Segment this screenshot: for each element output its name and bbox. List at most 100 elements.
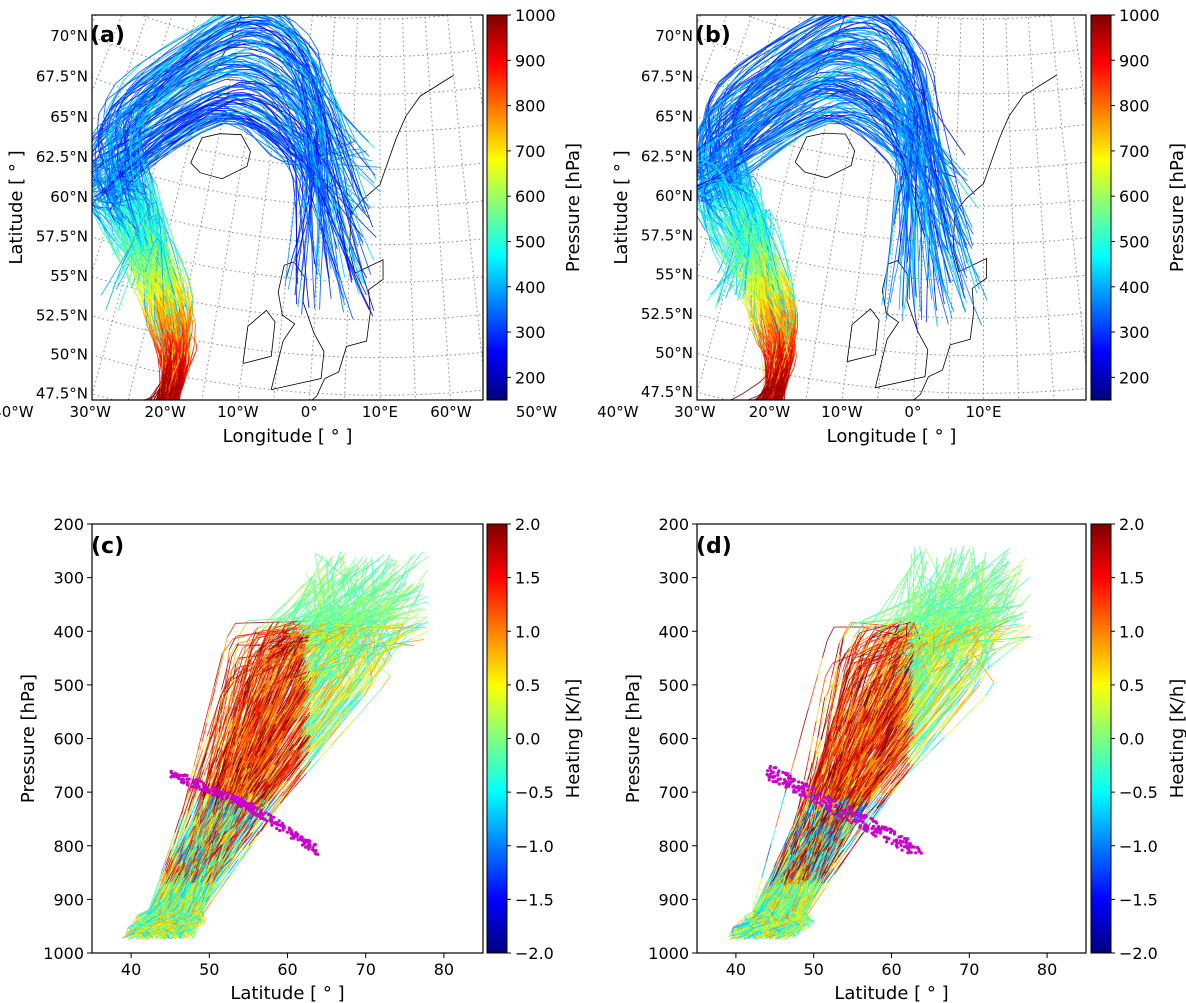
trajectory-segment — [106, 125, 126, 142]
trajectory-segment — [149, 466, 154, 511]
trajectory-segment — [169, 435, 173, 445]
trajectory-segment — [147, 424, 162, 457]
trajectory-segment — [159, 463, 160, 481]
trajectory-segment — [149, 426, 165, 458]
trajectory-segment — [152, 462, 165, 512]
trajectory-segment — [176, 364, 180, 375]
trajectory-segment — [166, 425, 167, 433]
trajectory-segment — [359, 207, 371, 220]
trajectory-segment — [224, 31, 240, 35]
trajectory-segment — [268, 36, 280, 48]
trajectory-segment — [185, 317, 190, 336]
trajectory-segment — [317, 204, 325, 252]
trajectory-segment — [92, 178, 105, 188]
trajectory-segment — [162, 465, 166, 506]
trajectory-segment — [123, 450, 147, 484]
trajectory-segment — [123, 199, 135, 224]
trajectory-segment — [166, 444, 169, 472]
trajectory-segment — [115, 276, 124, 290]
trajectory-segment — [222, 55, 241, 58]
trajectory-segment — [84, 464, 111, 489]
trajectory-segment — [370, 183, 382, 193]
trajectory-segment — [114, 417, 130, 425]
trajectory-segment — [150, 380, 163, 397]
trajectory-segment — [109, 183, 117, 203]
trajectory-segment — [358, 241, 372, 275]
trajectory-segment — [331, 107, 345, 141]
trajectory-segment — [97, 468, 123, 508]
trajectory-segment — [296, 239, 303, 258]
trajectory-segment — [118, 423, 127, 427]
trajectory-segment — [124, 140, 131, 156]
trajectory-segment — [231, 115, 249, 118]
trajectory-segment — [144, 440, 157, 459]
trajectory-segment — [168, 424, 169, 451]
trajectory-segment — [127, 436, 143, 451]
trajectory-segment — [192, 102, 216, 113]
trajectory-segment — [130, 452, 141, 466]
trajectory-segment — [128, 464, 134, 479]
trajectory-segment — [127, 485, 134, 497]
trajectory-segment — [112, 442, 125, 461]
trajectory-segment — [144, 194, 152, 220]
trajectory-segment — [353, 225, 364, 238]
trajectory-segment — [101, 180, 117, 195]
trajectory-segment — [147, 250, 164, 282]
trajectory-segment — [226, 15, 236, 20]
trajectory-segment — [301, 215, 310, 241]
trajectory-segment — [143, 210, 148, 233]
trajectory-segment — [169, 451, 170, 475]
trajectory-segment — [331, 151, 336, 155]
trajectory-segment — [175, 129, 206, 147]
trajectory-segment — [226, 74, 242, 77]
trajectory-segment — [148, 465, 153, 506]
trajectory-segment — [159, 59, 192, 77]
trajectory-segment — [115, 212, 122, 234]
trajectory-segment — [271, 2, 281, 8]
trajectory-segment — [152, 420, 159, 441]
trajectory-segment — [108, 224, 119, 242]
trajectory-segment — [226, 32, 245, 43]
trajectory-segment — [140, 434, 147, 449]
trajectory-segment — [321, 185, 331, 224]
trajectory-segment — [104, 455, 136, 499]
trajectory-segment — [227, 103, 244, 105]
trajectory-segment — [64, 544, 82, 569]
trajectory-segment — [99, 477, 131, 518]
trajectory-segment — [90, 487, 110, 521]
trajectory-segment — [177, 260, 185, 286]
trajectory-segment — [180, 57, 205, 78]
trajectory-segment — [293, 115, 308, 128]
trajectory-segment — [292, 50, 302, 73]
trajectory-segment — [123, 421, 138, 428]
trajectory-segment — [106, 130, 110, 154]
trajectory-segment — [244, 121, 265, 134]
trajectory-segment — [319, 207, 326, 250]
trajectory-segment — [292, 106, 306, 138]
trajectory-segment — [119, 72, 140, 91]
trajectory-segment — [166, 436, 169, 457]
trajectory-segment — [143, 61, 172, 81]
trajectory-segment — [116, 429, 141, 460]
trajectory-segment — [206, 66, 229, 76]
trajectory-segment — [99, 123, 118, 140]
trajectory-segment — [261, 26, 278, 37]
trajectory-segment — [258, 35, 275, 43]
trajectory-segment — [174, 445, 177, 452]
trajectory-segment — [92, 190, 98, 193]
trajectory-segment — [303, 64, 316, 78]
trajectory-segment — [163, 418, 167, 446]
trajectory-segment — [109, 424, 127, 428]
trajectory-segment — [147, 479, 152, 509]
trajectory-segment — [324, 159, 334, 207]
trajectory-segment — [244, 12, 259, 14]
trajectory-segment — [225, 78, 245, 82]
trajectory-segment — [153, 425, 158, 465]
trajectory-segment — [130, 76, 161, 95]
trajectory-segment — [129, 85, 145, 104]
trajectory-segment — [299, 209, 305, 249]
trajectory-segment — [159, 94, 189, 115]
trajectory-segment — [308, 34, 319, 52]
map-content — [64, 2, 483, 569]
